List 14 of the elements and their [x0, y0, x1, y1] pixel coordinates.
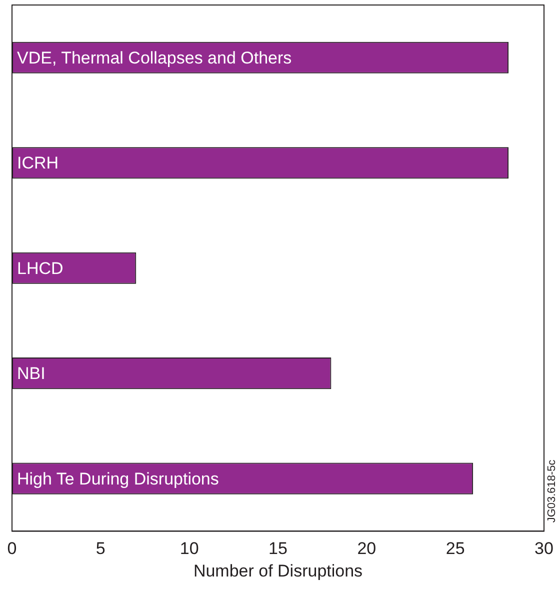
y-tick-label: High Te During Disruptions — [17, 469, 219, 488]
x-tick-label: 0 — [7, 539, 17, 558]
x-tick-label: 15 — [268, 539, 288, 558]
y-tick-label: ICRH — [17, 154, 59, 173]
x-axis-title: Number of Disruptions — [193, 561, 363, 580]
y-tick-label: VDE, Thermal Collapses and Others — [17, 48, 292, 68]
y-tick-label: NBI — [17, 364, 46, 384]
x-tick-label: 25 — [446, 539, 465, 558]
text: JG03.618-5c — [546, 459, 558, 523]
x-tick-label: 10 — [180, 539, 199, 558]
x-tick-label: 30 — [534, 539, 554, 558]
x-tick-label: 5 — [96, 539, 106, 558]
y-tick-label: LHCD — [17, 258, 64, 278]
x-tick-label: 20 — [357, 539, 376, 558]
